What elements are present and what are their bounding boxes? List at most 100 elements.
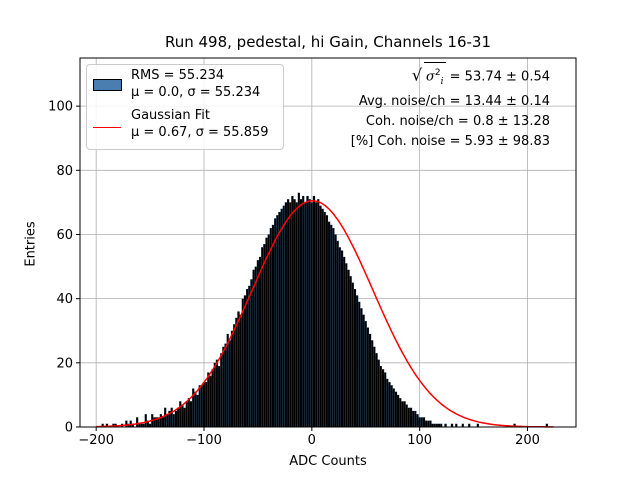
histogram-bar — [323, 211, 326, 428]
histogram-bar — [239, 314, 242, 428]
legend-fit-name: Gaussian Fit — [131, 108, 211, 123]
chart-title: Run 498, pedestal, hi Gain, Channels 16-… — [164, 33, 491, 51]
histogram-bar — [170, 407, 173, 428]
histogram-bar — [235, 317, 238, 428]
histogram-bar — [394, 391, 398, 428]
histogram-bar — [228, 340, 232, 428]
x-tick-label: 100 — [407, 433, 432, 448]
histogram-bar — [405, 404, 408, 428]
histogram-bar — [284, 202, 288, 428]
histogram-bar — [135, 417, 139, 428]
histogram-bar — [181, 404, 184, 428]
noise-stats: √ σ2i = 53.74 ± 0.54 Avg. noise/ch = 13.4… — [351, 62, 550, 152]
gaussian-fit — [96, 200, 554, 428]
histogram-bar — [409, 407, 413, 428]
histogram-bar — [403, 401, 406, 428]
legend-histogram-swatch — [93, 79, 122, 91]
histogram-bar — [368, 333, 372, 428]
histogram-bar — [381, 369, 385, 428]
histogram-bar — [343, 256, 346, 428]
gaussian-fit-curve — [96, 200, 554, 428]
histogram-bar — [347, 269, 350, 428]
histogram-bar — [263, 244, 266, 428]
histogram-bar — [276, 215, 279, 428]
histogram-bar — [364, 321, 367, 428]
histogram-bar — [420, 417, 423, 428]
legend-histogram-label: RMS = 55.234 μ = 0.0, σ = 55.234 — [131, 67, 260, 101]
x-tick-label: −200 — [78, 433, 114, 448]
sigma-stat: √ σ2i = 53.74 ± 0.54 — [351, 62, 550, 92]
histogram-bar — [198, 385, 201, 428]
histogram-bar — [377, 359, 380, 428]
histogram-bar — [215, 359, 219, 428]
histogram-bar — [179, 401, 182, 428]
legend-fit-line — [93, 127, 121, 128]
histogram-bar — [330, 224, 333, 428]
histogram-bar — [355, 295, 359, 428]
histogram-bar — [319, 205, 322, 428]
histogram-bar — [375, 353, 378, 428]
histogram-bar — [252, 269, 255, 428]
histogram-bar — [325, 215, 329, 428]
histogram-bar — [211, 369, 214, 428]
histogram-bar — [327, 221, 331, 428]
legend-histogram-name: RMS = 55.234 — [131, 68, 225, 83]
y-tick-label: 100 — [48, 100, 73, 115]
y-tick-label: 60 — [56, 228, 73, 243]
histogram-bar — [427, 420, 430, 428]
histogram-bar — [248, 285, 251, 428]
histogram-bar — [189, 401, 193, 428]
histogram-bar — [302, 195, 305, 428]
histogram-bar — [213, 362, 216, 428]
histogram-bar — [166, 414, 169, 428]
histogram-bar — [392, 388, 395, 428]
histogram-bar — [293, 199, 296, 428]
histogram-bar — [312, 195, 316, 428]
histogram-bar — [371, 340, 374, 428]
histogram-bar — [174, 410, 178, 428]
histogram-bar — [422, 417, 426, 428]
coh-noise-stat: Coh. noise/ch = 0.8 ± 13.28 — [365, 113, 550, 129]
histogram-bar — [233, 324, 236, 428]
histogram-bar — [388, 382, 391, 428]
histogram-bar — [362, 314, 365, 428]
histogram-bar — [222, 346, 225, 428]
histogram-bar — [314, 202, 318, 428]
legend: RMS = 55.234 μ = 0.0, σ = 55.234 Gaussia… — [86, 64, 284, 150]
histogram-bar — [340, 250, 344, 428]
histogram-bar — [224, 343, 227, 428]
histogram-bar — [144, 414, 147, 428]
histogram-bar — [230, 330, 234, 428]
y-tick-label: 20 — [56, 356, 73, 371]
histogram-bars — [101, 192, 549, 428]
x-tick-label: 0 — [308, 433, 316, 448]
y-tick-label: 40 — [56, 292, 73, 307]
histogram-bar — [336, 240, 339, 428]
histogram-bar — [366, 327, 370, 428]
histogram-bar — [280, 208, 283, 428]
histogram-bar — [258, 256, 262, 428]
legend-histogram-params: μ = 0.0, σ = 55.234 — [131, 85, 261, 100]
histogram-bar — [187, 398, 191, 428]
histogram-bar — [220, 353, 223, 428]
histogram-bar — [390, 385, 393, 428]
histogram-bar — [412, 410, 415, 428]
histogram-bar — [269, 227, 273, 428]
histogram-bar — [379, 365, 382, 428]
y-tick-label: 0 — [65, 421, 73, 436]
histogram-bar — [345, 263, 348, 428]
histogram-bar — [200, 385, 203, 428]
histogram-bar — [321, 208, 324, 428]
histogram-bar — [399, 398, 402, 428]
histogram-bar — [429, 420, 432, 428]
histogram-bar — [360, 308, 363, 428]
plot-frame — [79, 57, 577, 428]
histogram-bar — [424, 420, 428, 428]
histogram-bar — [308, 199, 311, 428]
histogram-bar — [414, 410, 417, 428]
histogram-bar — [278, 211, 281, 428]
histogram-bar — [161, 417, 165, 428]
histogram-bar — [353, 288, 357, 428]
histogram-bar — [209, 375, 212, 428]
